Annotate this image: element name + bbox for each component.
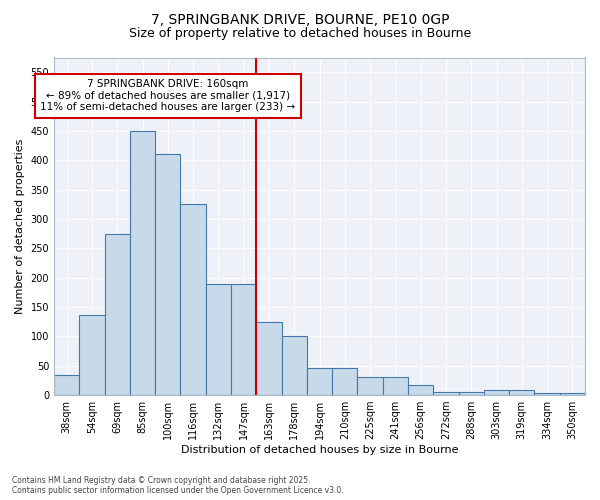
Bar: [281, 336, 307, 395]
Bar: [130, 131, 155, 395]
Bar: [358, 378, 383, 395]
Bar: [560, 392, 585, 395]
Bar: [433, 392, 458, 395]
Bar: [509, 390, 535, 395]
Bar: [256, 322, 281, 395]
Text: Size of property relative to detached houses in Bourne: Size of property relative to detached ho…: [129, 28, 471, 40]
Bar: [155, 154, 181, 395]
Bar: [535, 392, 560, 395]
Bar: [458, 392, 484, 395]
Bar: [231, 284, 256, 395]
Bar: [307, 368, 332, 395]
Bar: [206, 284, 231, 395]
Bar: [104, 234, 130, 395]
Text: 7, SPRINGBANK DRIVE, BOURNE, PE10 0GP: 7, SPRINGBANK DRIVE, BOURNE, PE10 0GP: [151, 12, 449, 26]
Bar: [181, 204, 206, 395]
Bar: [484, 390, 509, 395]
Bar: [408, 384, 433, 395]
Text: 7 SPRINGBANK DRIVE: 160sqm
← 89% of detached houses are smaller (1,917)
11% of s: 7 SPRINGBANK DRIVE: 160sqm ← 89% of deta…: [40, 79, 295, 112]
Bar: [79, 315, 104, 395]
Bar: [332, 368, 358, 395]
Text: Contains HM Land Registry data © Crown copyright and database right 2025.
Contai: Contains HM Land Registry data © Crown c…: [12, 476, 344, 495]
Bar: [383, 378, 408, 395]
X-axis label: Distribution of detached houses by size in Bourne: Distribution of detached houses by size …: [181, 445, 458, 455]
Bar: [54, 374, 79, 395]
Y-axis label: Number of detached properties: Number of detached properties: [15, 138, 25, 314]
